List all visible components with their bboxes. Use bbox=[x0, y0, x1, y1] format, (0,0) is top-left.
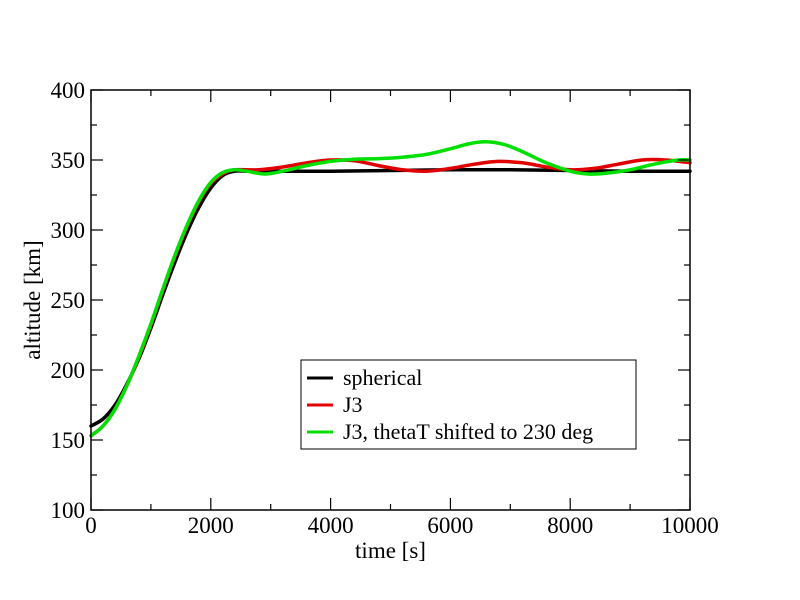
x-tick-label: 10000 bbox=[661, 513, 719, 538]
legend-item-j3: J3 bbox=[307, 392, 363, 417]
ticks-layer: 0 2000 4000 6000 8000 10000 100 150 200 250 300 350… bbox=[51, 78, 719, 538]
x-tick-label: 6000 bbox=[427, 513, 473, 538]
y-tick-label: 300 bbox=[51, 218, 86, 243]
legend-box bbox=[300, 359, 637, 450]
y-tick-label: 100 bbox=[51, 498, 86, 523]
y-axis-label: altitude [km] bbox=[20, 240, 45, 359]
legend-label: J3 bbox=[343, 392, 363, 417]
legend-item-j3-thetat-230: J3, thetaT shifted to 230 deg bbox=[307, 419, 593, 444]
y-tick-label: 250 bbox=[51, 288, 86, 313]
x-tick-label: 4000 bbox=[308, 513, 354, 538]
y-tick-label: 200 bbox=[51, 358, 86, 383]
y-tick-label: 400 bbox=[51, 78, 86, 103]
legend-item-spherical: spherical bbox=[307, 365, 422, 390]
y-tick-label: 350 bbox=[51, 148, 86, 173]
legend-label: spherical bbox=[343, 365, 422, 390]
y-tick-label: 150 bbox=[51, 428, 86, 453]
x-tick-label: 2000 bbox=[188, 513, 234, 538]
x-tick-label: 8000 bbox=[547, 513, 593, 538]
x-axis-label: time [s] bbox=[355, 538, 426, 563]
x-tick-label: 0 bbox=[85, 513, 97, 538]
series-line-j3-thetat-230 bbox=[89, 140, 692, 438]
series-layer bbox=[89, 140, 692, 438]
legend-label: J3, thetaT shifted to 230 deg bbox=[343, 419, 593, 444]
